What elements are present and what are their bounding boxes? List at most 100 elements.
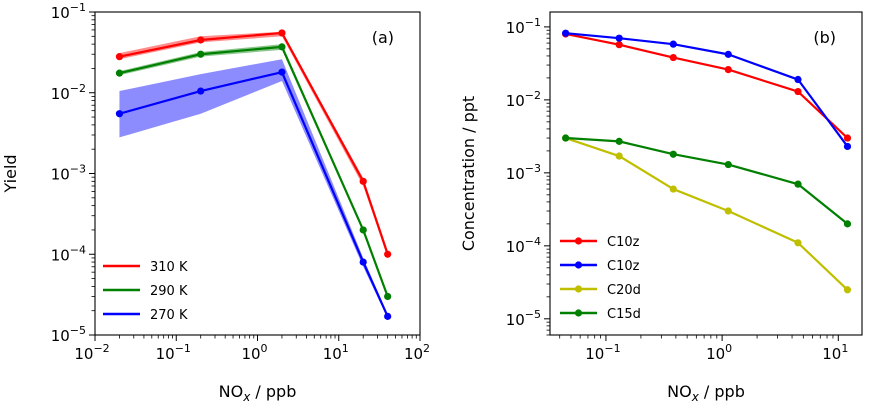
data-point	[615, 34, 623, 42]
legend-label: C10z	[607, 235, 640, 250]
data-point	[794, 87, 802, 96]
data-point	[724, 207, 732, 215]
x-tick-label: 102	[404, 342, 430, 363]
data-point	[197, 50, 205, 58]
y-axis-label: Yield	[1, 154, 20, 193]
data-point	[794, 75, 802, 84]
data-point	[669, 150, 677, 158]
data-point	[615, 137, 623, 145]
data-point	[197, 36, 205, 44]
x-axis-label: NOx / ppb	[219, 382, 297, 404]
data-point	[115, 69, 124, 77]
data-point	[669, 40, 677, 48]
data-point	[615, 41, 623, 49]
data-point	[562, 134, 570, 142]
data-point	[794, 239, 802, 247]
legend-marker	[574, 285, 583, 293]
y-tick-label: 10−2	[51, 82, 86, 103]
data-point	[794, 180, 802, 188]
y-tick-label: 10−5	[506, 308, 541, 329]
data-point	[278, 43, 286, 51]
data-point	[359, 258, 367, 266]
data-point	[724, 65, 732, 74]
data-point	[562, 29, 570, 37]
series-270-k-2	[115, 68, 392, 320]
data-point	[724, 160, 732, 169]
data-point	[278, 29, 286, 37]
y-axis-label: Concentration / ppt	[459, 96, 478, 251]
legend-label: C15d	[607, 307, 641, 322]
series-band-270-k	[119, 59, 388, 319]
data-point	[384, 250, 392, 258]
data-point	[384, 292, 392, 301]
axes-frame	[94, 11, 421, 336]
legend: 310 K 290 K 270 K	[103, 260, 188, 323]
legend-label: 310 K	[150, 260, 188, 275]
y-tick-label: 10−1	[51, 1, 86, 22]
series-290-k-1	[115, 43, 392, 301]
series-c15d-3	[562, 134, 852, 228]
panel-b: 10−1 100 101 10−5 10−4 10−3 10−2 10−1 (b) NOx / p…	[459, 11, 863, 404]
x-tick-label: 10−2	[74, 342, 109, 363]
data-point	[724, 50, 732, 58]
plot-area	[562, 29, 852, 294]
plot-area	[115, 29, 392, 320]
legend-label: C10z	[607, 259, 640, 274]
data-point	[115, 53, 124, 61]
y-tick-label: 10−1	[506, 16, 541, 37]
series-line	[565, 32, 849, 139]
data-point	[278, 68, 286, 76]
legend-item-c10z: C10z	[560, 235, 640, 250]
y-tick-label: 10−2	[506, 89, 541, 110]
legend-label: C20d	[607, 283, 641, 298]
data-point	[669, 53, 677, 62]
panel-a: 10−2 10−1 100 101 102 10−5 10−4 10−3 10−2 10−1 (a)…	[1, 1, 430, 404]
x-tick-label: 101	[822, 342, 848, 363]
panel-label: (b)	[813, 28, 836, 47]
data-point	[843, 142, 852, 151]
data-point	[615, 152, 623, 160]
series-c10z-0	[562, 30, 852, 142]
x-tick-label: 100	[241, 342, 267, 363]
legend-item-c15d: C15d	[560, 307, 641, 322]
legend-item-290-k: 290 K	[103, 284, 188, 299]
data-point	[669, 185, 677, 193]
panel-label: (a)	[372, 28, 394, 47]
series-line	[565, 32, 849, 148]
data-point	[384, 312, 392, 320]
minor-ticks	[91, 15, 417, 339]
series-line	[565, 136, 849, 225]
legend-item-c20d: C20d	[560, 283, 641, 298]
y-tick-label: 10−4	[506, 235, 541, 256]
legend-item-310-k: 310 K	[103, 260, 188, 275]
y-tick-label: 10−3	[51, 163, 86, 184]
x-tick-label: 10−1	[585, 342, 620, 363]
series-c10z-1	[562, 29, 852, 151]
y-tick-label: 10−4	[51, 243, 86, 264]
legend-marker	[574, 261, 583, 269]
legend: C10z C10z C20d C15d	[560, 235, 641, 322]
y-tick-label: 10−3	[506, 162, 541, 183]
series-c20d-2	[562, 134, 852, 294]
legend-item-c10z: C10z	[560, 259, 640, 274]
data-point	[843, 220, 852, 228]
data-point	[359, 177, 367, 185]
legend-label: 290 K	[150, 284, 188, 299]
legend-marker	[574, 309, 583, 317]
series-310-k-0	[115, 29, 392, 258]
legend-item-270-k: 270 K	[103, 308, 188, 323]
data-point	[359, 226, 367, 234]
legend-label: 270 K	[150, 308, 188, 323]
data-point	[843, 286, 852, 294]
data-point	[115, 110, 124, 118]
data-point	[843, 134, 852, 142]
y-tick-label: 10−5	[51, 324, 86, 345]
x-tick-label: 101	[323, 342, 349, 363]
x-tick-label: 10−1	[156, 342, 191, 363]
x-tick-label: 100	[706, 342, 732, 363]
series-line	[565, 136, 849, 291]
data-point	[197, 87, 205, 95]
minor-ticks	[546, 29, 834, 339]
axes-frame	[549, 11, 863, 336]
